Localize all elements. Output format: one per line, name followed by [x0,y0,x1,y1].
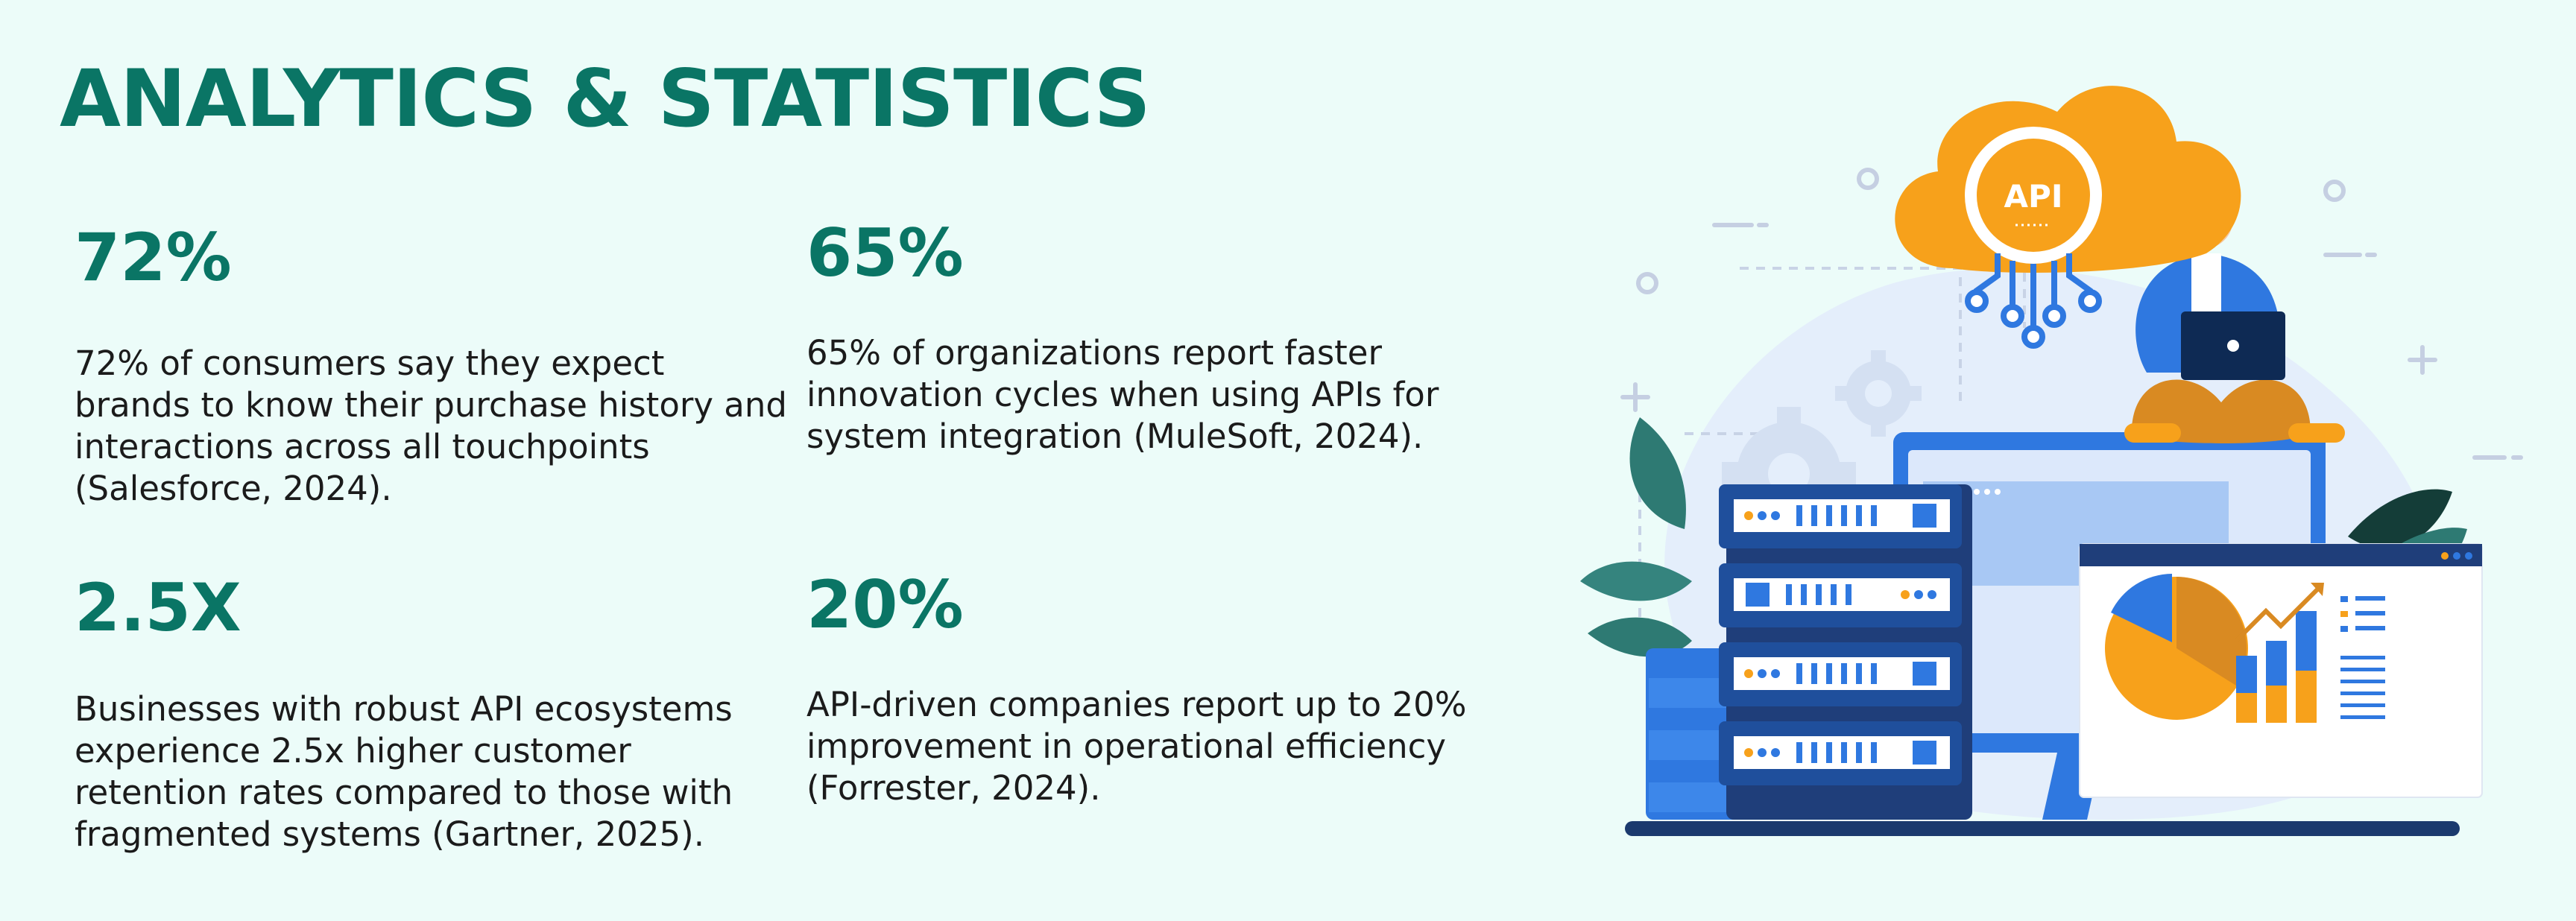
api-illustration: API [1580,86,2523,836]
stat-card: 20% API-driven companies report up to 20… [806,572,1522,809]
api-cloud-icon: API [1895,86,2241,273]
person-with-laptop [2124,189,2345,443]
api-label: API [2004,178,2063,215]
stat-value: 72% [75,219,232,296]
stat-description: 72% of consumers say they expect brands … [75,344,787,508]
stat-description: 65% of organizations report faster innov… [806,333,1439,456]
ground-line [1625,821,2460,836]
stat-card: 65% 65% of organizations report faster i… [806,221,1522,458]
stat-value: 65% [806,215,964,291]
stat-value: 2.5X [75,569,242,646]
stat-card: 72% 72% of consumers say they expect bra… [75,225,790,510]
list-icon [2340,596,2385,719]
gear-icon [1835,350,1922,437]
stat-description: API-driven companies report up to 20% im… [806,685,1467,808]
sparkle-icons [1620,168,2523,460]
page-title: ANALYTICS & STATISTICS [60,53,1151,145]
plant-leaves [1580,417,1692,657]
stat-card: 2.5X Businesses with robust API ecosyste… [75,575,790,855]
stat-value: 20% [806,566,964,643]
server-indicator-lights [1744,504,1936,765]
bar-chart-icon [2234,583,2324,723]
server-rack [1646,484,1972,820]
cloud-connector-lines [1965,253,2102,349]
pie-chart-icon [2105,574,2248,720]
stat-description: Businesses with robust API ecosystems ex… [75,689,733,854]
